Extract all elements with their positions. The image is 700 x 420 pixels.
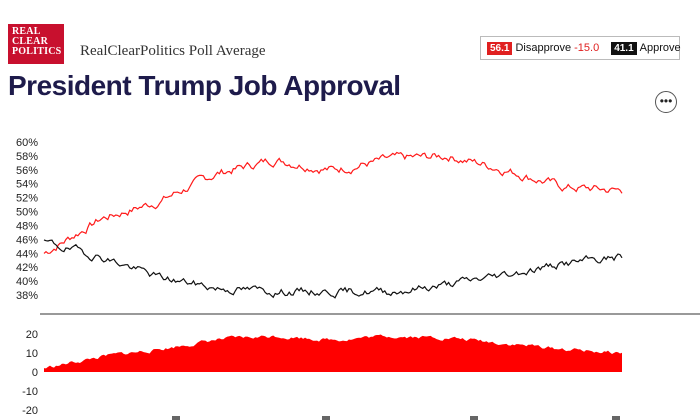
upper-y-tick-label: 50% xyxy=(16,207,38,219)
disapprove-label: Disapprove xyxy=(515,42,572,54)
rcp-logo[interactable]: REAL CLEAR POLITICS xyxy=(8,24,64,64)
upper-y-tick-label: 40% xyxy=(16,276,38,288)
page-title: President Trump Job Approval xyxy=(8,70,401,101)
lower-y-tick-label: -20 xyxy=(22,405,38,417)
x-axis-marks xyxy=(172,416,620,420)
x-axis-mark xyxy=(470,416,478,420)
upper-y-tick-label: 44% xyxy=(16,248,38,260)
upper-y-tick-label: 38% xyxy=(16,290,38,302)
upper-y-tick-label: 42% xyxy=(16,262,38,274)
more-horizontal-icon: ••• xyxy=(659,94,673,108)
upper-y-tick-label: 52% xyxy=(16,193,38,205)
approval-chart: 60% 58% 56% 54% 52% 50%48% 46% 44% 42% 40% 38% 20 1… xyxy=(16,137,700,420)
approve-value-badge: 41.1 xyxy=(611,41,637,55)
x-axis-mark xyxy=(322,416,330,420)
x-axis-mark xyxy=(172,416,180,420)
spread-area xyxy=(44,334,622,372)
logo-line-3: POLITICS xyxy=(12,46,62,57)
site-name: RealClearPolitics Poll Average xyxy=(80,43,266,59)
upper-y-tick-label: 54% xyxy=(16,179,38,191)
upper-y-tick-label: 56% xyxy=(16,165,38,177)
upper-y-tick-label: 46% xyxy=(16,234,38,246)
lower-y-tick-label: 0 xyxy=(32,367,38,379)
lower-y-tick-label: 10 xyxy=(26,348,38,360)
lower-y-tick-label: 20 xyxy=(26,329,38,341)
logo-line-2: CLEAR xyxy=(12,36,49,47)
lower-y-tick-label: -10 xyxy=(22,386,38,398)
approve-series-line xyxy=(43,239,623,299)
upper-y-axis-ticks: 60% 58% 56% 54% 52% 50%48% 46% 44% 42% 40% 38% xyxy=(16,137,38,302)
disapprove-value-badge: 56.1 xyxy=(487,41,513,55)
upper-y-tick-label: 48% xyxy=(16,220,38,232)
approve-label: Approve xyxy=(639,42,681,54)
more-options-button[interactable]: ••• xyxy=(655,91,677,113)
x-axis-mark xyxy=(612,416,620,420)
lower-y-axis-ticks: 20 10 0 -10 -20 xyxy=(22,329,38,417)
logo-line-1: REAL xyxy=(12,26,41,37)
disapprove-series-line xyxy=(43,151,623,254)
spread-value: -15.0 xyxy=(574,42,600,54)
upper-y-tick-label: 60% xyxy=(16,137,38,149)
poll-summary-legend: 56.1 Disapprove -15.0 41.1 Approve xyxy=(480,36,681,60)
upper-y-tick-label: 58% xyxy=(16,151,38,163)
